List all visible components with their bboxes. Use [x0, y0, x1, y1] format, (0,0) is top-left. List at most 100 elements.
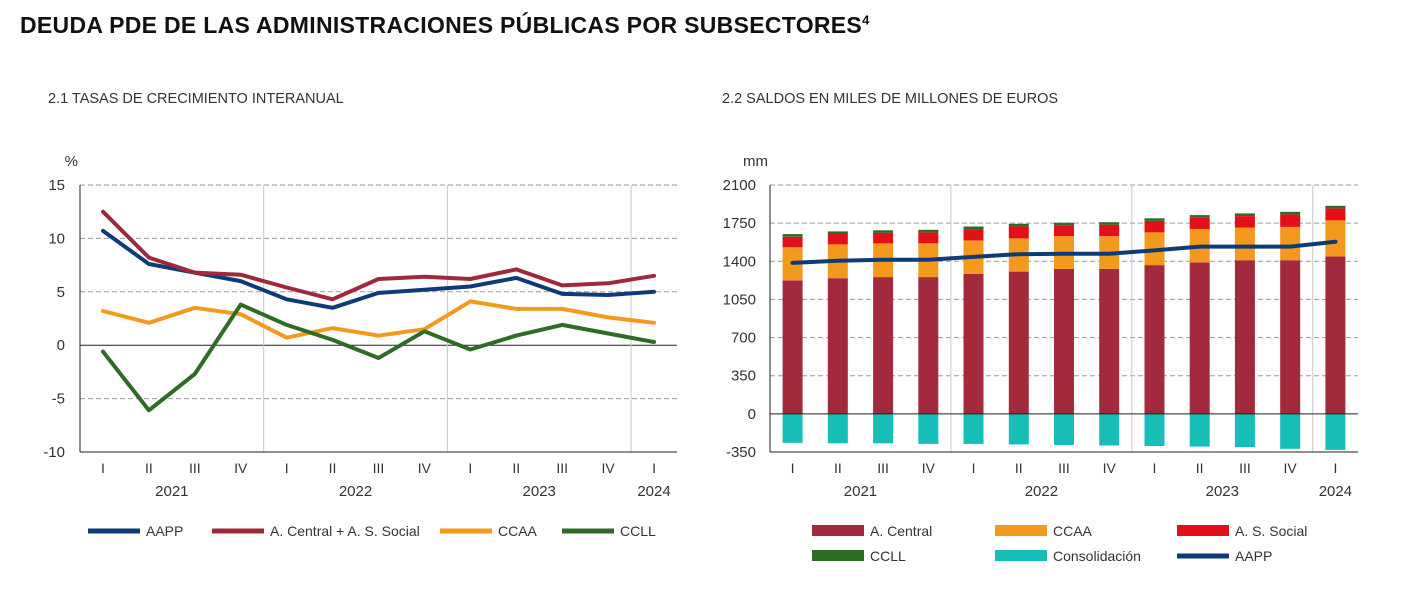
chart2-bar-segment-3 — [963, 226, 984, 230]
chart2-bar-segment-2 — [918, 232, 939, 244]
chart2-bar-segment-4 — [963, 413, 984, 444]
chart2-legend-swatch — [812, 550, 864, 561]
chart2-bar-segment-3 — [1325, 205, 1346, 209]
chart2-year-label: 2023 — [1206, 483, 1239, 500]
chart1-year-label: 2024 — [637, 483, 670, 500]
chart1-xtick-label: IV — [418, 460, 432, 476]
chart2-bar-segment-4 — [782, 413, 803, 443]
chart2-bar-segment-2 — [1054, 225, 1074, 237]
chart2-xtick-label: I — [791, 460, 795, 476]
chart2-bar-segment-0 — [873, 277, 894, 414]
chart2-ytick-label: 0 — [748, 406, 756, 423]
chart2-title: 2.2 SALDOS EN MILES DE MILLONES DE EUROS — [722, 91, 1059, 107]
chart1-unit-label: % — [65, 153, 78, 170]
chart2-legend-label: CCAA — [1053, 523, 1093, 539]
chart2-legend-swatch — [995, 550, 1047, 561]
chart2-ytick-label: 1050 — [723, 291, 756, 308]
chart2-bar-segment-0 — [1189, 262, 1210, 414]
chart2-xtick-label: II — [1196, 460, 1204, 476]
chart1-legend-label: A. Central + A. S. Social — [270, 523, 420, 539]
chart2-xtick-label: I — [972, 460, 976, 476]
chart1-ytick-label: -10 — [43, 444, 65, 461]
page-title: DEUDA PDE DE LAS ADMINISTRACIONES PÚBLIC… — [20, 12, 870, 38]
chart1-xtick-label: I — [652, 460, 656, 476]
chart1-legend-label: AAPP — [146, 523, 183, 539]
chart1-ytick-label: 5 — [57, 284, 65, 301]
chart2-legend-label: AAPP — [1235, 548, 1272, 564]
chart1-title: 2.1 TASAS DE CRECIMIENTO INTERANUAL — [48, 91, 344, 107]
chart1-series-line-3 — [101, 302, 656, 413]
chart1-year-label: 2021 — [155, 483, 188, 500]
chart2-year-label: 2022 — [1025, 483, 1058, 500]
chart2-bar-segment-0 — [827, 278, 848, 414]
chart2-ytick-label: -350 — [726, 444, 756, 461]
chart2-legend-label: Consolidación — [1053, 548, 1141, 564]
chart2-bar-segment-4 — [1325, 413, 1346, 450]
chart2-bar-segment-2 — [1008, 226, 1029, 239]
chart2-year-label: 2024 — [1319, 483, 1352, 500]
chart2-bar-segment-3 — [1280, 211, 1301, 215]
chart2-bar-segment-0 — [1325, 256, 1346, 414]
chart1-xtick-label: I — [468, 460, 472, 476]
chart2-bar-segment-4 — [1144, 413, 1165, 446]
chart1-xtick-label: I — [285, 460, 289, 476]
chart2-bar-segment-4 — [827, 413, 848, 444]
chart2-bar-segment-3 — [1099, 222, 1120, 225]
chart2-bar-segment-3 — [827, 231, 848, 234]
chart1-legend-label: CCLL — [620, 523, 656, 539]
chart2-legend-label: A. S. Social — [1235, 523, 1307, 539]
chart2-bar-segment-2 — [1325, 208, 1346, 221]
chart2-xtick-label: II — [834, 460, 842, 476]
chart1-year-label: 2022 — [339, 483, 372, 500]
chart1-xtick-label: II — [512, 460, 520, 476]
chart2-bar-segment-1 — [1234, 227, 1255, 261]
chart2-bar-segment-2 — [1280, 214, 1301, 227]
chart2-ytick-label: 2100 — [723, 177, 756, 194]
chart2-bar-segment-0 — [918, 277, 939, 414]
chart2-bar-segment-3 — [1054, 222, 1074, 226]
chart2-bar-segment-2 — [963, 229, 984, 241]
chart1-xtick-label: II — [145, 460, 153, 476]
chart2-xtick-label: IV — [1284, 460, 1298, 476]
chart2-xtick-label: IV — [922, 460, 936, 476]
chart2-bar-segment-4 — [1099, 413, 1120, 446]
chart2-bar-segment-3 — [782, 234, 803, 237]
chart2-ytick-label: 350 — [731, 368, 756, 385]
chart2-xtick-label: IV — [1103, 460, 1117, 476]
chart2-bar-segment-0 — [1008, 271, 1029, 414]
chart1-xtick-label: IV — [601, 460, 615, 476]
chart2-xtick-label: III — [1058, 460, 1070, 476]
chart2-bar-segment-2 — [1099, 224, 1120, 237]
chart2-bar-segment-3 — [1008, 223, 1029, 227]
chart2-bar-segment-0 — [1234, 260, 1255, 414]
chart2-legend-label: CCLL — [870, 548, 906, 564]
chart1-xtick-label: III — [189, 460, 201, 476]
chart2-bar-segment-2 — [782, 236, 803, 248]
chart2-bar-segment-0 — [782, 280, 803, 414]
chart2-bar-segment-3 — [873, 230, 894, 233]
chart2-bar-segment-0 — [1280, 260, 1301, 414]
chart1-ytick-label: 10 — [48, 230, 65, 247]
chart2-xtick-label: II — [1015, 460, 1023, 476]
chart2-bar-segment-0 — [1054, 268, 1074, 414]
chart1-xtick-label: III — [373, 460, 385, 476]
chart2-bar-segment-4 — [1008, 413, 1029, 445]
chart2-ytick-label: 1750 — [723, 215, 756, 232]
chart2-ytick-label: 700 — [731, 330, 756, 347]
chart2-bar-segment-0 — [1099, 268, 1120, 414]
chart2-unit-label: mm — [743, 153, 768, 170]
chart1-ytick-label: -5 — [52, 391, 65, 408]
chart2-bar-segment-4 — [918, 413, 939, 444]
chart1-ytick-label: 15 — [48, 177, 65, 194]
chart2-bar-segment-4 — [1280, 413, 1301, 449]
chart2-bar-segment-0 — [1144, 265, 1165, 414]
chart2-legend-label: A. Central — [870, 523, 932, 539]
chart1-ytick-label: 0 — [57, 337, 65, 354]
chart2-bar-segment-3 — [1144, 218, 1165, 221]
chart2-xtick-label: III — [1239, 460, 1251, 476]
chart2-legend-swatch — [812, 525, 864, 536]
chart2-bar-segment-4 — [1234, 413, 1255, 448]
chart1-xtick-label: IV — [234, 460, 248, 476]
chart2-bar-segment-1 — [1325, 220, 1346, 257]
